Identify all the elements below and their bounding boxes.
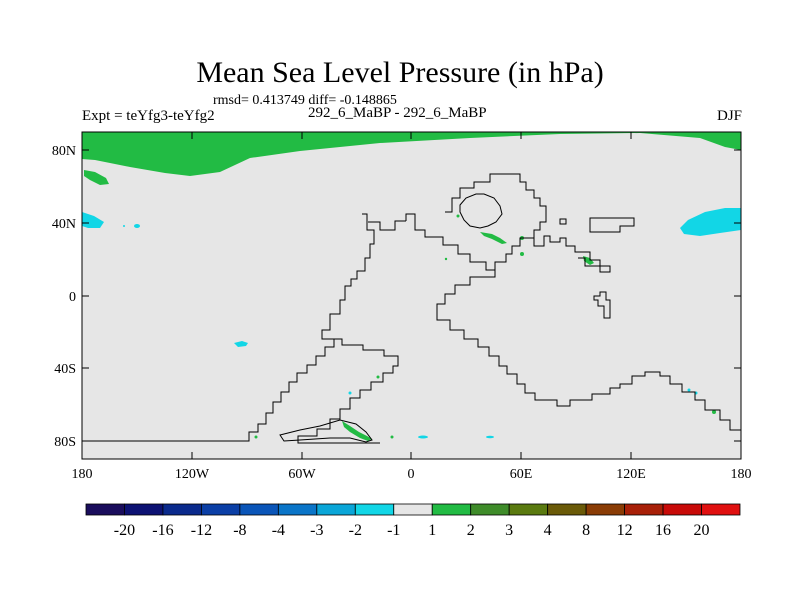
inland-sea-outline [459,193,503,229]
comparison-label: 292_6_MaBP - 292_6_MaBP [308,105,487,121]
colorbar-label: -4 [272,522,285,539]
lat-tick-label: 40N [52,217,76,232]
pacific-negative-region [680,208,741,236]
map-background [82,132,741,459]
negative-spot [134,224,140,228]
lon-tick-label: 180 [731,467,752,482]
positive-spot [712,410,716,414]
plot-title: Mean Sea Level Pressure (in hPa) [196,56,604,89]
colorbar-box [124,503,164,516]
colorbar-label: 20 [694,522,710,539]
arabia-asia-coastline [494,235,611,273]
west-pacific-negative-patch [82,212,104,228]
lon-tick-marks [81,132,742,459]
lat-tick-label: 0 [69,290,76,305]
lon-tick-label: 60E [510,467,533,482]
positive-spot [376,375,380,379]
asia-positive-patch-1 [480,232,507,244]
negative-spot [348,391,352,395]
positive-spot [456,214,460,218]
antarctic-peninsula-outline [279,419,373,443]
asia-northeast-coastline [445,173,547,238]
colorbar-label: -2 [349,522,362,539]
colorbar-box [547,503,587,516]
experiment-label: Expt = teYfg3-teYfg2 [82,108,215,124]
eurasia-north-coastline [368,220,406,231]
colorbar-label: -1 [387,522,400,539]
colorbar-box [624,503,664,516]
asia-positive-patch-2 [583,256,594,265]
colorbar-label: 4 [544,522,552,539]
colorbar-box [277,503,318,516]
negative-spot [486,435,494,439]
lat-tick-marks [82,149,741,442]
colorbar-box [585,503,625,516]
coastlines [82,173,741,444]
north-pole-outline [559,218,567,225]
colorbar-label: 3 [505,522,513,539]
south-pacific-negative-patch [234,341,248,347]
australia-coastline [593,291,611,319]
colorbar: -20 -16 -12 -8 -4 -3 -2 -1 1 2 3 4 8 12 16 20 [85,503,741,539]
negative-spot [123,225,125,227]
colorbar-box [431,503,472,516]
lat-tick-label: 80N [52,144,76,159]
colorbar-label: -20 [114,522,135,539]
antarctic-positive-streak [342,421,372,441]
lon-tick-label: 120W [175,467,210,482]
lon-tick-label: 60W [288,467,316,482]
lat-tick-label: 40S [54,362,76,377]
south-america-coastline [297,338,399,444]
positive-spot [444,257,448,261]
season-label: DJF [716,108,742,124]
colorbar-box [701,503,741,516]
colorbar-label: 8 [582,522,590,539]
lon-tick-label: 0 [408,467,415,482]
positive-spot [390,435,394,439]
colorbar-box [85,503,125,516]
positive-spot [520,252,524,256]
americas-coastline [82,213,375,442]
stats-label: rmsd= 0.413749 diff= -0.148865 [213,93,397,108]
colorbar-label: 2 [467,522,475,539]
africa-eurasia-coastline [405,213,741,431]
arctic-positive-region [82,132,741,176]
colorbar-label: 1 [428,522,436,539]
colorbar-box [470,503,510,516]
asia-east-block [589,217,635,233]
colorbar-label: 16 [655,522,671,539]
colorbar-box [316,503,356,516]
negative-spot [687,388,691,392]
lon-tick-label: 180 [72,467,93,482]
colorbar-label: -12 [191,522,212,539]
colorbar-box [201,503,241,516]
colorbar-box [662,503,702,516]
colorbar-label: -3 [310,522,323,539]
colorbar-label: -16 [152,522,173,539]
colorbar-label: 12 [617,522,633,539]
lon-tick-label: 120E [616,467,646,482]
colorbar-box [162,503,202,516]
colorbar-label: -8 [233,522,246,539]
negative-spot [418,435,428,439]
positive-spot [254,435,258,439]
colorbar-box [393,503,433,516]
colorbar-box [508,503,549,516]
colorbar-box [239,503,279,516]
alaska-positive-patch [84,170,109,185]
lat-tick-label: 80S [54,435,76,450]
colorbar-box [354,503,395,516]
